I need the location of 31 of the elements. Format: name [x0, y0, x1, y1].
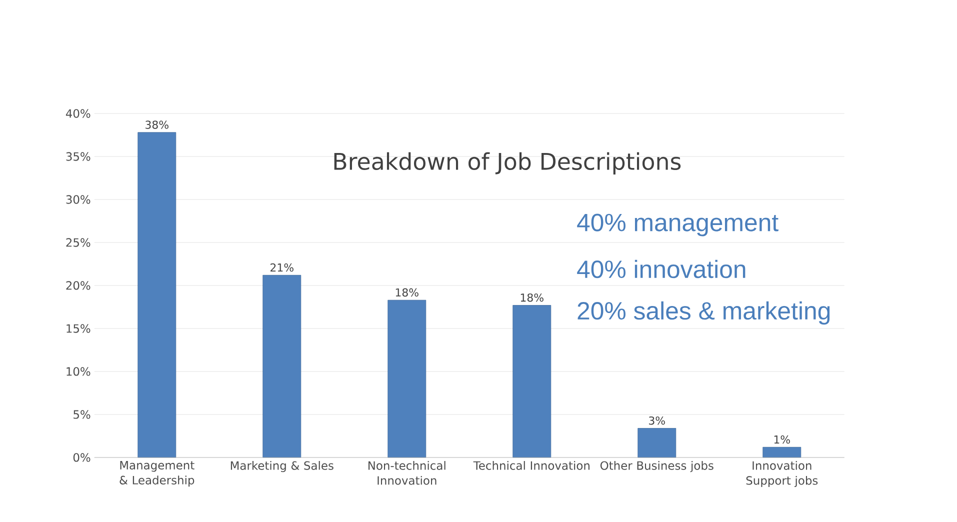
- x-tick-label: Marketing & Sales: [230, 461, 334, 472]
- bar: [638, 428, 676, 458]
- x-tick-label: Non-technical Innovation: [368, 461, 446, 485]
- x-tick-label: Technical Innovation: [473, 461, 590, 470]
- y-tick-label: 35%: [66, 152, 90, 161]
- data-label: 1%: [774, 435, 790, 444]
- annotation: 40% innovation: [577, 260, 746, 278]
- text: Breakdown of Job Descriptions: [334, 152, 681, 174]
- y-tick-label: 40%: [66, 109, 90, 118]
- annotation: 20% sales & marketing: [578, 301, 830, 325]
- x-tick-label: Management & Leadership: [120, 461, 194, 487]
- y-tick-label: 30%: [66, 195, 90, 204]
- y-tick-label: 0%: [73, 453, 90, 462]
- data-label: 3%: [649, 416, 665, 425]
- y-tick-label: 20%: [66, 281, 90, 290]
- x-tick-label: Innovation Support jobs: [746, 461, 818, 488]
- data-label: 18%: [520, 293, 544, 302]
- data-label: 21%: [270, 263, 294, 272]
- x-tick-label: Other Business jobs: [600, 461, 714, 472]
- y-tick-label: 10%: [66, 367, 90, 376]
- data-label: 38%: [146, 120, 168, 129]
- y-tick-label: 5%: [74, 410, 90, 419]
- bar: [138, 132, 176, 458]
- y-tick-label: 15%: [66, 324, 90, 333]
- y-tick-label: 25%: [66, 238, 90, 247]
- bar: [388, 300, 426, 458]
- annotation: 40% management: [577, 214, 778, 236]
- bar: [262, 274, 302, 458]
- bar: [512, 305, 552, 458]
- bar: [762, 446, 802, 458]
- data-label: 18%: [396, 288, 418, 297]
